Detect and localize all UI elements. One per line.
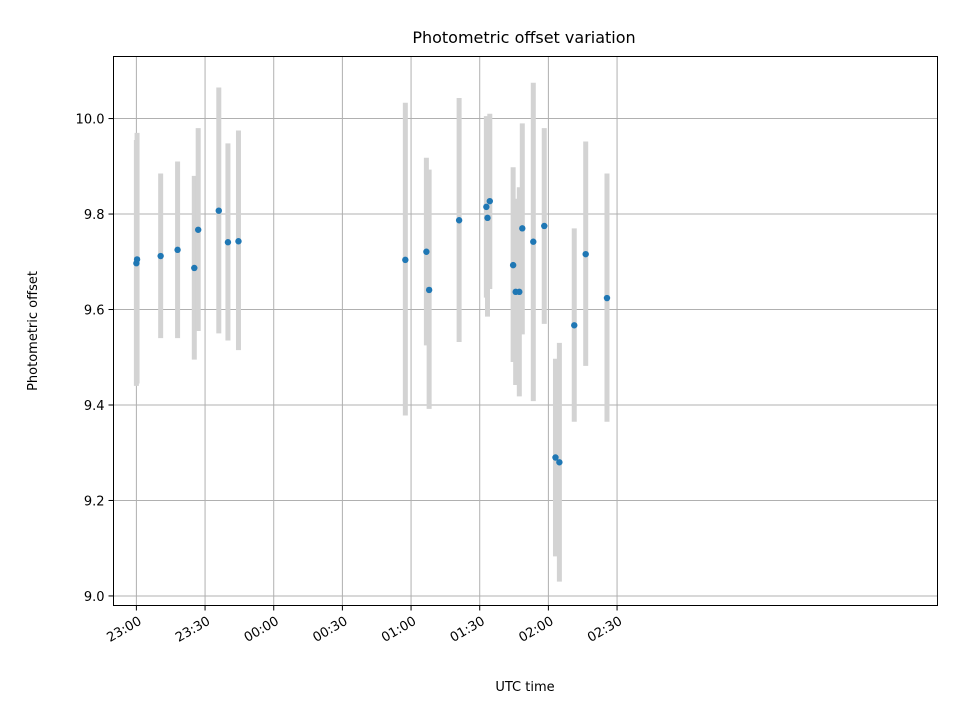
y-axis-ticks: 9.0 9.2 9.4 9.6 9.8 10.0 <box>76 113 114 605</box>
data-point <box>483 203 490 211</box>
data-point <box>157 252 164 260</box>
y-tick-label: 10.0 <box>76 113 105 128</box>
x-tick-label: 02:00 <box>516 614 556 646</box>
data-point <box>582 250 589 258</box>
x-tick-label: 01:30 <box>448 614 488 646</box>
x-tick-label: 23:00 <box>104 614 144 646</box>
data-point <box>603 294 611 302</box>
error-bars <box>133 82 610 582</box>
y-tick-label: 9.8 <box>84 208 105 223</box>
data-point <box>486 197 493 205</box>
data-point <box>423 248 430 255</box>
data-point <box>235 238 242 245</box>
data-point <box>224 239 232 246</box>
data-point <box>556 459 563 466</box>
y-axis-label: Photometric offset <box>26 271 41 391</box>
data-point <box>402 256 409 264</box>
y-tick-label: 9.2 <box>84 494 105 509</box>
x-tick-label: 00:30 <box>310 614 350 646</box>
grid-lines <box>113 56 938 606</box>
chart-title: Photometric offset variation <box>412 28 635 47</box>
data-point <box>519 225 526 232</box>
y-tick-label: 9.6 <box>84 304 105 319</box>
x-axis-ticks: 23:00 23:30 00:00 00:30 01:00 01:30 02:00 02:30 <box>104 605 625 646</box>
data-point <box>552 454 559 461</box>
data-point <box>509 261 517 269</box>
data-points <box>133 197 611 466</box>
data-point <box>455 217 463 224</box>
data-point <box>516 288 523 296</box>
x-tick-label: 02:30 <box>585 614 625 646</box>
data-point <box>215 207 222 214</box>
data-point <box>194 226 202 233</box>
x-axis-label: UTC time <box>495 680 554 695</box>
x-tick-label: 00:00 <box>242 614 282 646</box>
x-tick-label: 23:30 <box>173 614 213 646</box>
y-tick-label: 9.0 <box>84 590 105 605</box>
data-point <box>530 238 537 245</box>
data-point <box>191 264 198 272</box>
data-point <box>174 246 181 254</box>
data-point <box>425 286 433 294</box>
x-tick-label: 01:00 <box>379 614 419 646</box>
data-point <box>541 222 548 230</box>
data-point <box>133 256 141 263</box>
data-point <box>571 322 578 329</box>
data-point <box>484 214 491 222</box>
y-tick-label: 9.4 <box>84 399 105 414</box>
plot-frame <box>113 56 938 606</box>
